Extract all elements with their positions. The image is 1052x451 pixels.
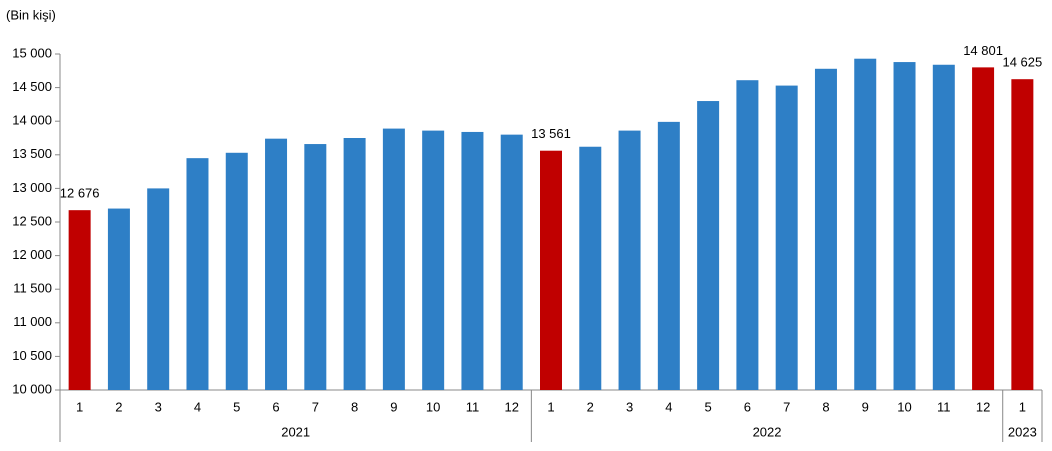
value-label: 13 561 — [531, 126, 571, 141]
y-tick-label: 15 000 — [12, 45, 52, 60]
x-tick-label: 8 — [351, 399, 358, 414]
x-tick-label: 6 — [744, 399, 751, 414]
y-tick-label: 10 000 — [12, 381, 52, 396]
bar — [932, 64, 955, 390]
x-tick-label: 12 — [976, 399, 990, 414]
x-tick-label: 6 — [272, 399, 279, 414]
x-tick-label: 8 — [822, 399, 829, 414]
y-tick-label: 11 000 — [13, 314, 52, 329]
x-tick-label: 9 — [862, 399, 869, 414]
bar — [304, 144, 327, 390]
x-tick-label: 2 — [115, 399, 122, 414]
bar — [540, 150, 562, 390]
bar — [775, 85, 798, 391]
x-tick-label: 1 — [76, 399, 83, 414]
bar — [893, 62, 916, 391]
bar — [422, 130, 445, 390]
bar — [461, 131, 484, 390]
group-label: 2021 — [281, 424, 310, 439]
x-tick-label: 5 — [705, 399, 712, 414]
x-tick-label: 2 — [587, 399, 594, 414]
bar — [618, 130, 641, 390]
bar — [500, 134, 523, 390]
x-tick-label: 7 — [783, 399, 790, 414]
y-tick-label: 13 500 — [12, 146, 52, 161]
x-tick-label: 4 — [665, 399, 672, 414]
bar — [814, 68, 837, 390]
bar — [343, 138, 366, 390]
x-tick-label: 7 — [312, 399, 319, 414]
x-tick-label: 4 — [194, 399, 201, 414]
bar — [68, 210, 91, 390]
y-tick-label: 11 500 — [13, 281, 52, 296]
x-tick-label: 9 — [390, 399, 397, 414]
x-tick-label: 3 — [155, 399, 162, 414]
value-label: 14 625 — [1002, 55, 1042, 70]
bar — [147, 188, 170, 390]
group-label: 2023 — [1008, 424, 1037, 439]
bar — [382, 128, 405, 391]
y-axis-label: (Bin kişi) — [6, 7, 56, 22]
bar — [579, 146, 602, 390]
x-tick-label: 1 — [1019, 399, 1026, 414]
y-tick-label: 14 500 — [12, 79, 52, 94]
bar — [107, 208, 130, 390]
y-tick-label: 13 000 — [12, 180, 52, 195]
bar — [697, 101, 720, 390]
value-label: 14 801 — [963, 43, 1003, 58]
x-tick-label: 10 — [426, 399, 440, 414]
bar — [1011, 79, 1034, 390]
x-tick-label: 11 — [466, 399, 480, 414]
bar — [225, 152, 248, 390]
x-tick-label: 12 — [504, 399, 518, 414]
bar — [854, 58, 877, 390]
y-tick-label: 14 000 — [12, 113, 52, 128]
x-tick-label: 3 — [626, 399, 633, 414]
y-tick-label: 12 500 — [12, 213, 52, 228]
y-tick-label: 12 000 — [12, 247, 52, 262]
bar — [265, 138, 288, 390]
group-label: 2022 — [753, 424, 782, 439]
bar — [736, 80, 759, 390]
bar — [657, 121, 680, 390]
x-tick-label: 11 — [937, 399, 951, 414]
bar — [186, 158, 209, 390]
x-tick-label: 5 — [233, 399, 240, 414]
bar — [972, 67, 995, 390]
y-tick-label: 10 500 — [12, 348, 52, 363]
value-label: 12 676 — [60, 186, 100, 201]
x-tick-label: 10 — [897, 399, 911, 414]
x-tick-label: 1 — [547, 399, 554, 414]
